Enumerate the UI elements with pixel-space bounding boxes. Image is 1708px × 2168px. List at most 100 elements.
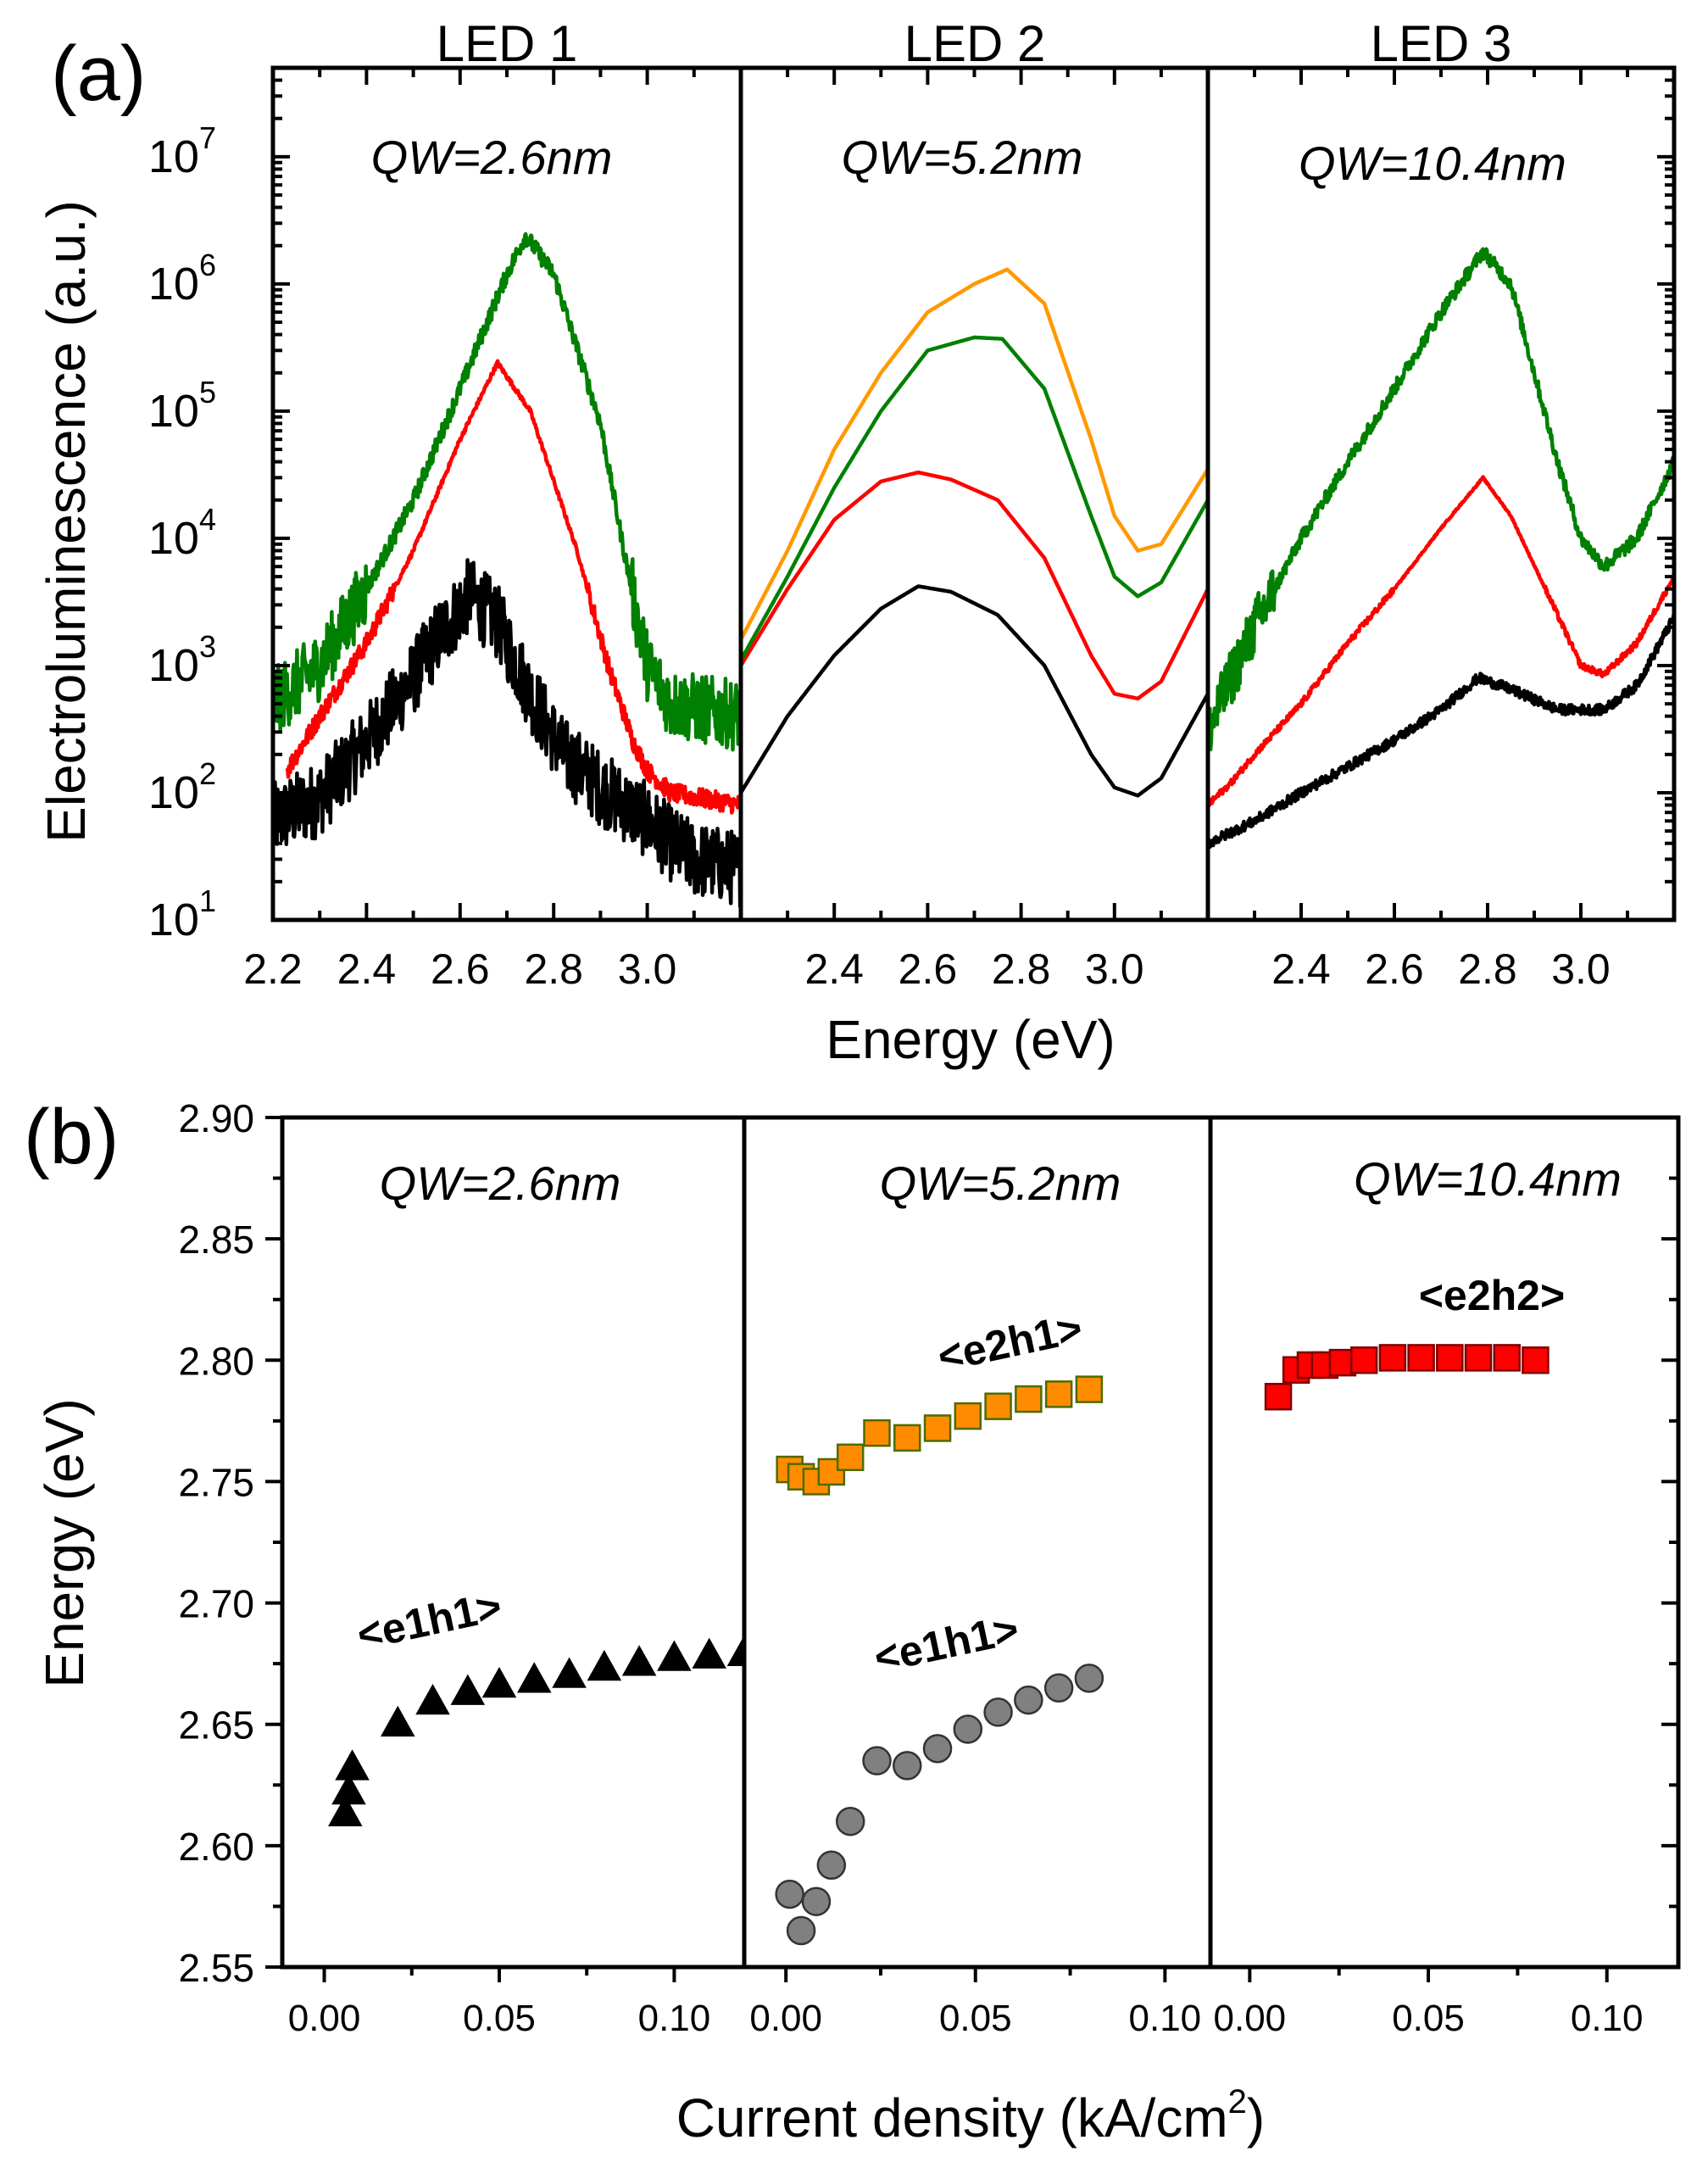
qw52-annotation: QW=5.2nm bbox=[880, 1156, 1121, 1210]
led1-qw-annotation: QW=2.6nm bbox=[371, 131, 613, 184]
xtick-label-b-1-0: 0.00 bbox=[749, 1998, 822, 2039]
ytick-label-a-5: 106 bbox=[148, 248, 216, 309]
led2-qw-annotation: QW=5.2nm bbox=[842, 131, 1083, 184]
square-marker bbox=[1264, 1382, 1293, 1411]
triangle-marker bbox=[481, 1666, 517, 1698]
ytick-exp: 7 bbox=[199, 120, 216, 155]
ytick-label-a-2: 103 bbox=[148, 629, 216, 691]
triangle-marker bbox=[415, 1684, 450, 1715]
led3-curves bbox=[1208, 247, 1674, 850]
xtick-label-b-0-2: 0.10 bbox=[638, 1998, 711, 2039]
ytick-label-b-6: 2.85 bbox=[178, 1218, 254, 1262]
panel-b-xlabel-main: Current density (kA/cm bbox=[676, 2087, 1228, 2148]
triangle-marker bbox=[587, 1649, 622, 1681]
xtick-label-a-0-1: 2.4 bbox=[337, 945, 397, 993]
ytick-exp: 6 bbox=[199, 248, 216, 282]
xtick-label-b-2-2: 0.10 bbox=[1571, 1998, 1644, 2039]
panel-a-frame bbox=[270, 65, 1677, 922]
xtick-label-a-2-1: 2.6 bbox=[1365, 945, 1424, 993]
xtick-label-b-1-1: 0.05 bbox=[939, 1998, 1012, 2039]
el-curve-black bbox=[273, 558, 741, 909]
ytick-exp: 3 bbox=[199, 629, 216, 664]
square-marker bbox=[1464, 1344, 1493, 1372]
ytick-base: 10 bbox=[148, 767, 199, 818]
ytick-base: 10 bbox=[148, 259, 199, 309]
el-curve-green bbox=[741, 335, 1208, 661]
triangle-marker bbox=[726, 1635, 744, 1667]
ytick-label-b-7: 2.90 bbox=[178, 1096, 254, 1140]
panel-a-plot-led1 bbox=[273, 231, 741, 909]
led2-curves bbox=[741, 267, 1208, 798]
triangle-marker bbox=[657, 1640, 692, 1671]
qw104-markers bbox=[1264, 1344, 1549, 1411]
square-marker bbox=[1522, 1346, 1549, 1374]
panel-b-xlabel-close: ) bbox=[1247, 2087, 1265, 2148]
square-marker bbox=[1349, 1346, 1378, 1374]
circle-marker bbox=[835, 1806, 865, 1836]
triangle-marker bbox=[328, 1795, 363, 1826]
panel-b-plot-3 bbox=[1264, 1344, 1549, 1411]
square-marker bbox=[1015, 1385, 1043, 1413]
ytick-label-a-0: 101 bbox=[148, 883, 216, 945]
led1-curves bbox=[273, 231, 741, 909]
ytick-label-b-5: 2.80 bbox=[178, 1339, 254, 1383]
panel-b-plot-2 bbox=[775, 1375, 1104, 1946]
ytick-base: 10 bbox=[148, 513, 199, 564]
el-curve-black bbox=[1208, 613, 1674, 850]
panel-a-ylabel: Electroluminescence (a.u.) bbox=[36, 200, 97, 843]
circle-marker bbox=[786, 1915, 816, 1946]
ytick-label-b-2: 2.65 bbox=[178, 1703, 254, 1747]
led1-title: LED 1 bbox=[437, 15, 578, 72]
xtick-label-a-1-0: 2.4 bbox=[804, 945, 864, 993]
circle-marker bbox=[1074, 1664, 1104, 1693]
el-curve-red bbox=[741, 470, 1208, 701]
circle-marker bbox=[983, 1697, 1013, 1727]
triangle-marker bbox=[552, 1657, 587, 1688]
xtick-label-a-2-0: 2.4 bbox=[1271, 945, 1331, 993]
xtick-label-b-2-1: 0.05 bbox=[1392, 1998, 1465, 2039]
triangle-marker bbox=[331, 1773, 366, 1805]
ytick-label-b-4: 2.75 bbox=[178, 1460, 254, 1504]
ytick-label-a-6: 107 bbox=[148, 120, 216, 182]
el-curve-green bbox=[273, 231, 741, 752]
ytick-exp: 4 bbox=[199, 502, 216, 537]
triangle-marker bbox=[692, 1637, 726, 1669]
ytick-label-a-4: 105 bbox=[148, 375, 216, 437]
qw104-annotation: QW=10.4nm bbox=[1354, 1152, 1622, 1206]
xtick-label-b-1-2: 0.10 bbox=[1129, 1998, 1202, 2039]
xtick-label-a-1-1: 2.6 bbox=[899, 945, 958, 993]
panel-b: 2.55 2.60 2.65 2.70 2.75 2.80 2.85 2.90 0.00 0.05… bbox=[34, 1096, 1681, 2148]
panel-a-label: (a) bbox=[51, 31, 146, 117]
circle-marker bbox=[922, 1734, 953, 1764]
xtick-label-a-2-3: 3.0 bbox=[1551, 945, 1611, 993]
el-curve-red bbox=[1208, 475, 1674, 808]
triangle-marker bbox=[335, 1749, 370, 1781]
ytick-label-b-3: 2.70 bbox=[178, 1582, 254, 1626]
ytick-base: 10 bbox=[148, 895, 199, 945]
qw52-markers bbox=[775, 1375, 1104, 1946]
triangle-marker bbox=[621, 1645, 657, 1676]
circle-marker bbox=[1014, 1685, 1043, 1715]
el-curve-orange bbox=[741, 267, 1208, 641]
triangle-marker bbox=[516, 1662, 552, 1693]
square-marker bbox=[836, 1443, 865, 1472]
xtick-label-a-1-3: 3.0 bbox=[1085, 945, 1144, 993]
ytick-base: 10 bbox=[148, 131, 199, 182]
ytick-label-b-1: 2.60 bbox=[178, 1825, 254, 1869]
led2-title: LED 2 bbox=[904, 15, 1046, 72]
panel-b-xlabel-sup: 2 bbox=[1228, 2083, 1247, 2121]
el-curve-green bbox=[1208, 247, 1674, 752]
led3-title: LED 3 bbox=[1371, 15, 1512, 72]
panel-b-ylabel: Energy (eV) bbox=[34, 1398, 95, 1687]
square-marker bbox=[893, 1424, 921, 1452]
panel-b-plot-1 bbox=[328, 1635, 744, 1826]
qw26-annotation: QW=2.6nm bbox=[380, 1156, 621, 1210]
panel-b-ticks: 2.55 2.60 2.65 2.70 2.75 2.80 2.85 2.90 0.00 0.05… bbox=[178, 1096, 1678, 2039]
xtick-label-a-0-4: 3.0 bbox=[618, 945, 677, 993]
square-marker bbox=[1493, 1344, 1521, 1372]
panel-b-frame bbox=[280, 1115, 1681, 1970]
el-curve-red bbox=[285, 359, 741, 815]
el-curve-black bbox=[741, 584, 1208, 798]
